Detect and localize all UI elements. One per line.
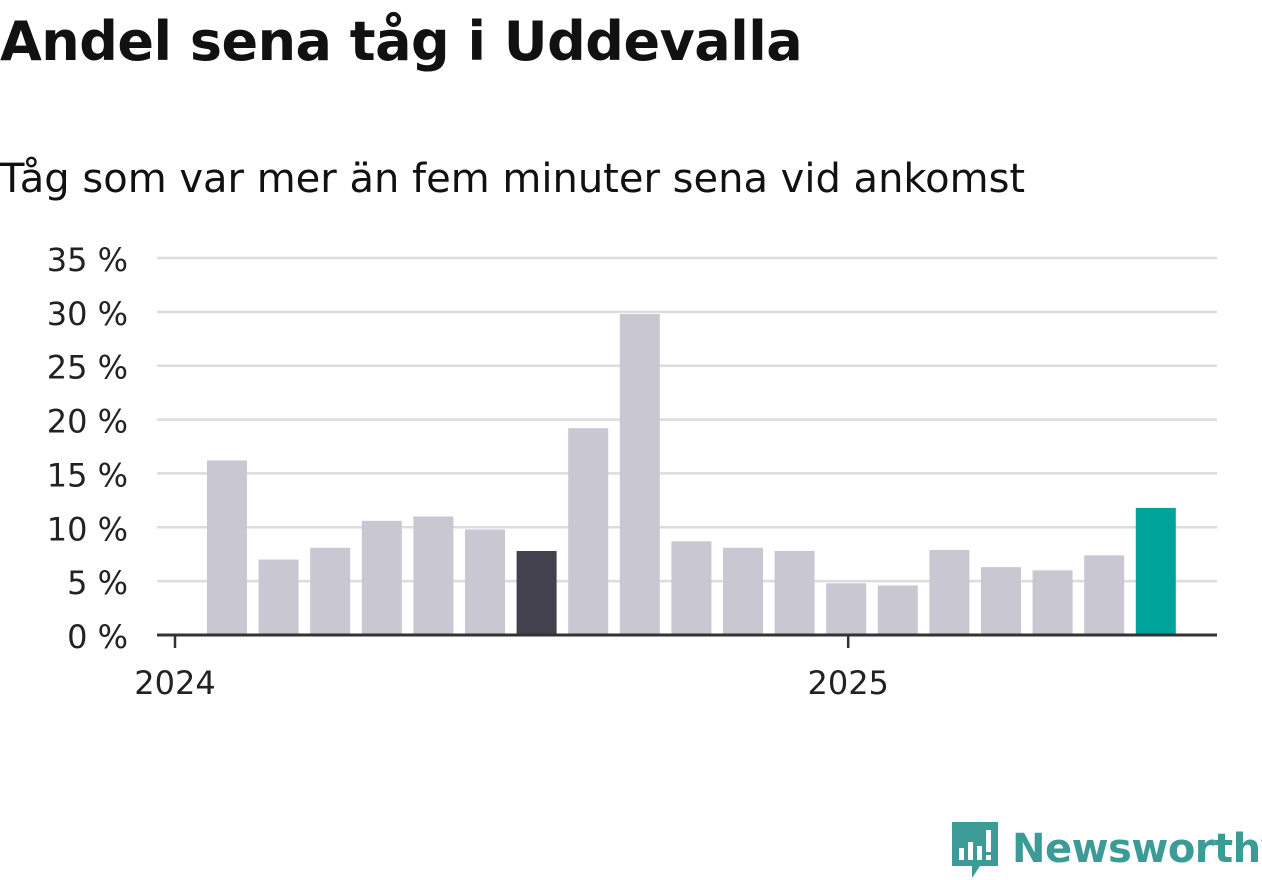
bar [258, 559, 299, 635]
bar [929, 549, 970, 635]
y-tick-label: 10 % [47, 510, 128, 548]
bar [826, 583, 867, 635]
bar [671, 541, 712, 635]
bar [877, 585, 918, 635]
bar [568, 428, 609, 635]
y-tick-label: 30 % [47, 295, 128, 333]
newsworthy-logo: Newsworthy [950, 818, 1262, 880]
bar [310, 547, 351, 635]
y-tick-label: 20 % [47, 403, 128, 441]
newsworthy-logo-icon [952, 822, 998, 878]
x-tick-label: 2025 [807, 664, 888, 702]
bar [361, 520, 402, 635]
bar [723, 547, 763, 635]
bar [981, 567, 1021, 635]
bar [1084, 555, 1125, 635]
chart-title: Andel sena tåg i Uddevalla [0, 10, 803, 73]
y-tick-label: 5 % [67, 564, 128, 602]
bar-chart: 0 % 5 % 10 % 15 % 20 % 25 % 30 % 35 % 2024 2025 [47, 241, 1217, 702]
bar [465, 529, 505, 635]
bar [619, 314, 660, 635]
x-tick-label: 2024 [134, 664, 215, 702]
chart-subtitle: Tåg som var mer än fem minuter sena vid … [0, 156, 1026, 202]
bar [774, 550, 815, 635]
bar [413, 516, 454, 635]
bar [516, 550, 557, 635]
newsworthy-logo-text: Newsworthy [1012, 826, 1262, 872]
y-tick-label: 25 % [47, 349, 128, 387]
bar [1032, 570, 1073, 635]
bar [207, 460, 247, 635]
y-tick-label: 15 % [47, 456, 128, 494]
y-tick-label: 35 % [47, 241, 128, 279]
y-tick-label: 0 % [67, 618, 128, 656]
bar [1135, 507, 1176, 635]
